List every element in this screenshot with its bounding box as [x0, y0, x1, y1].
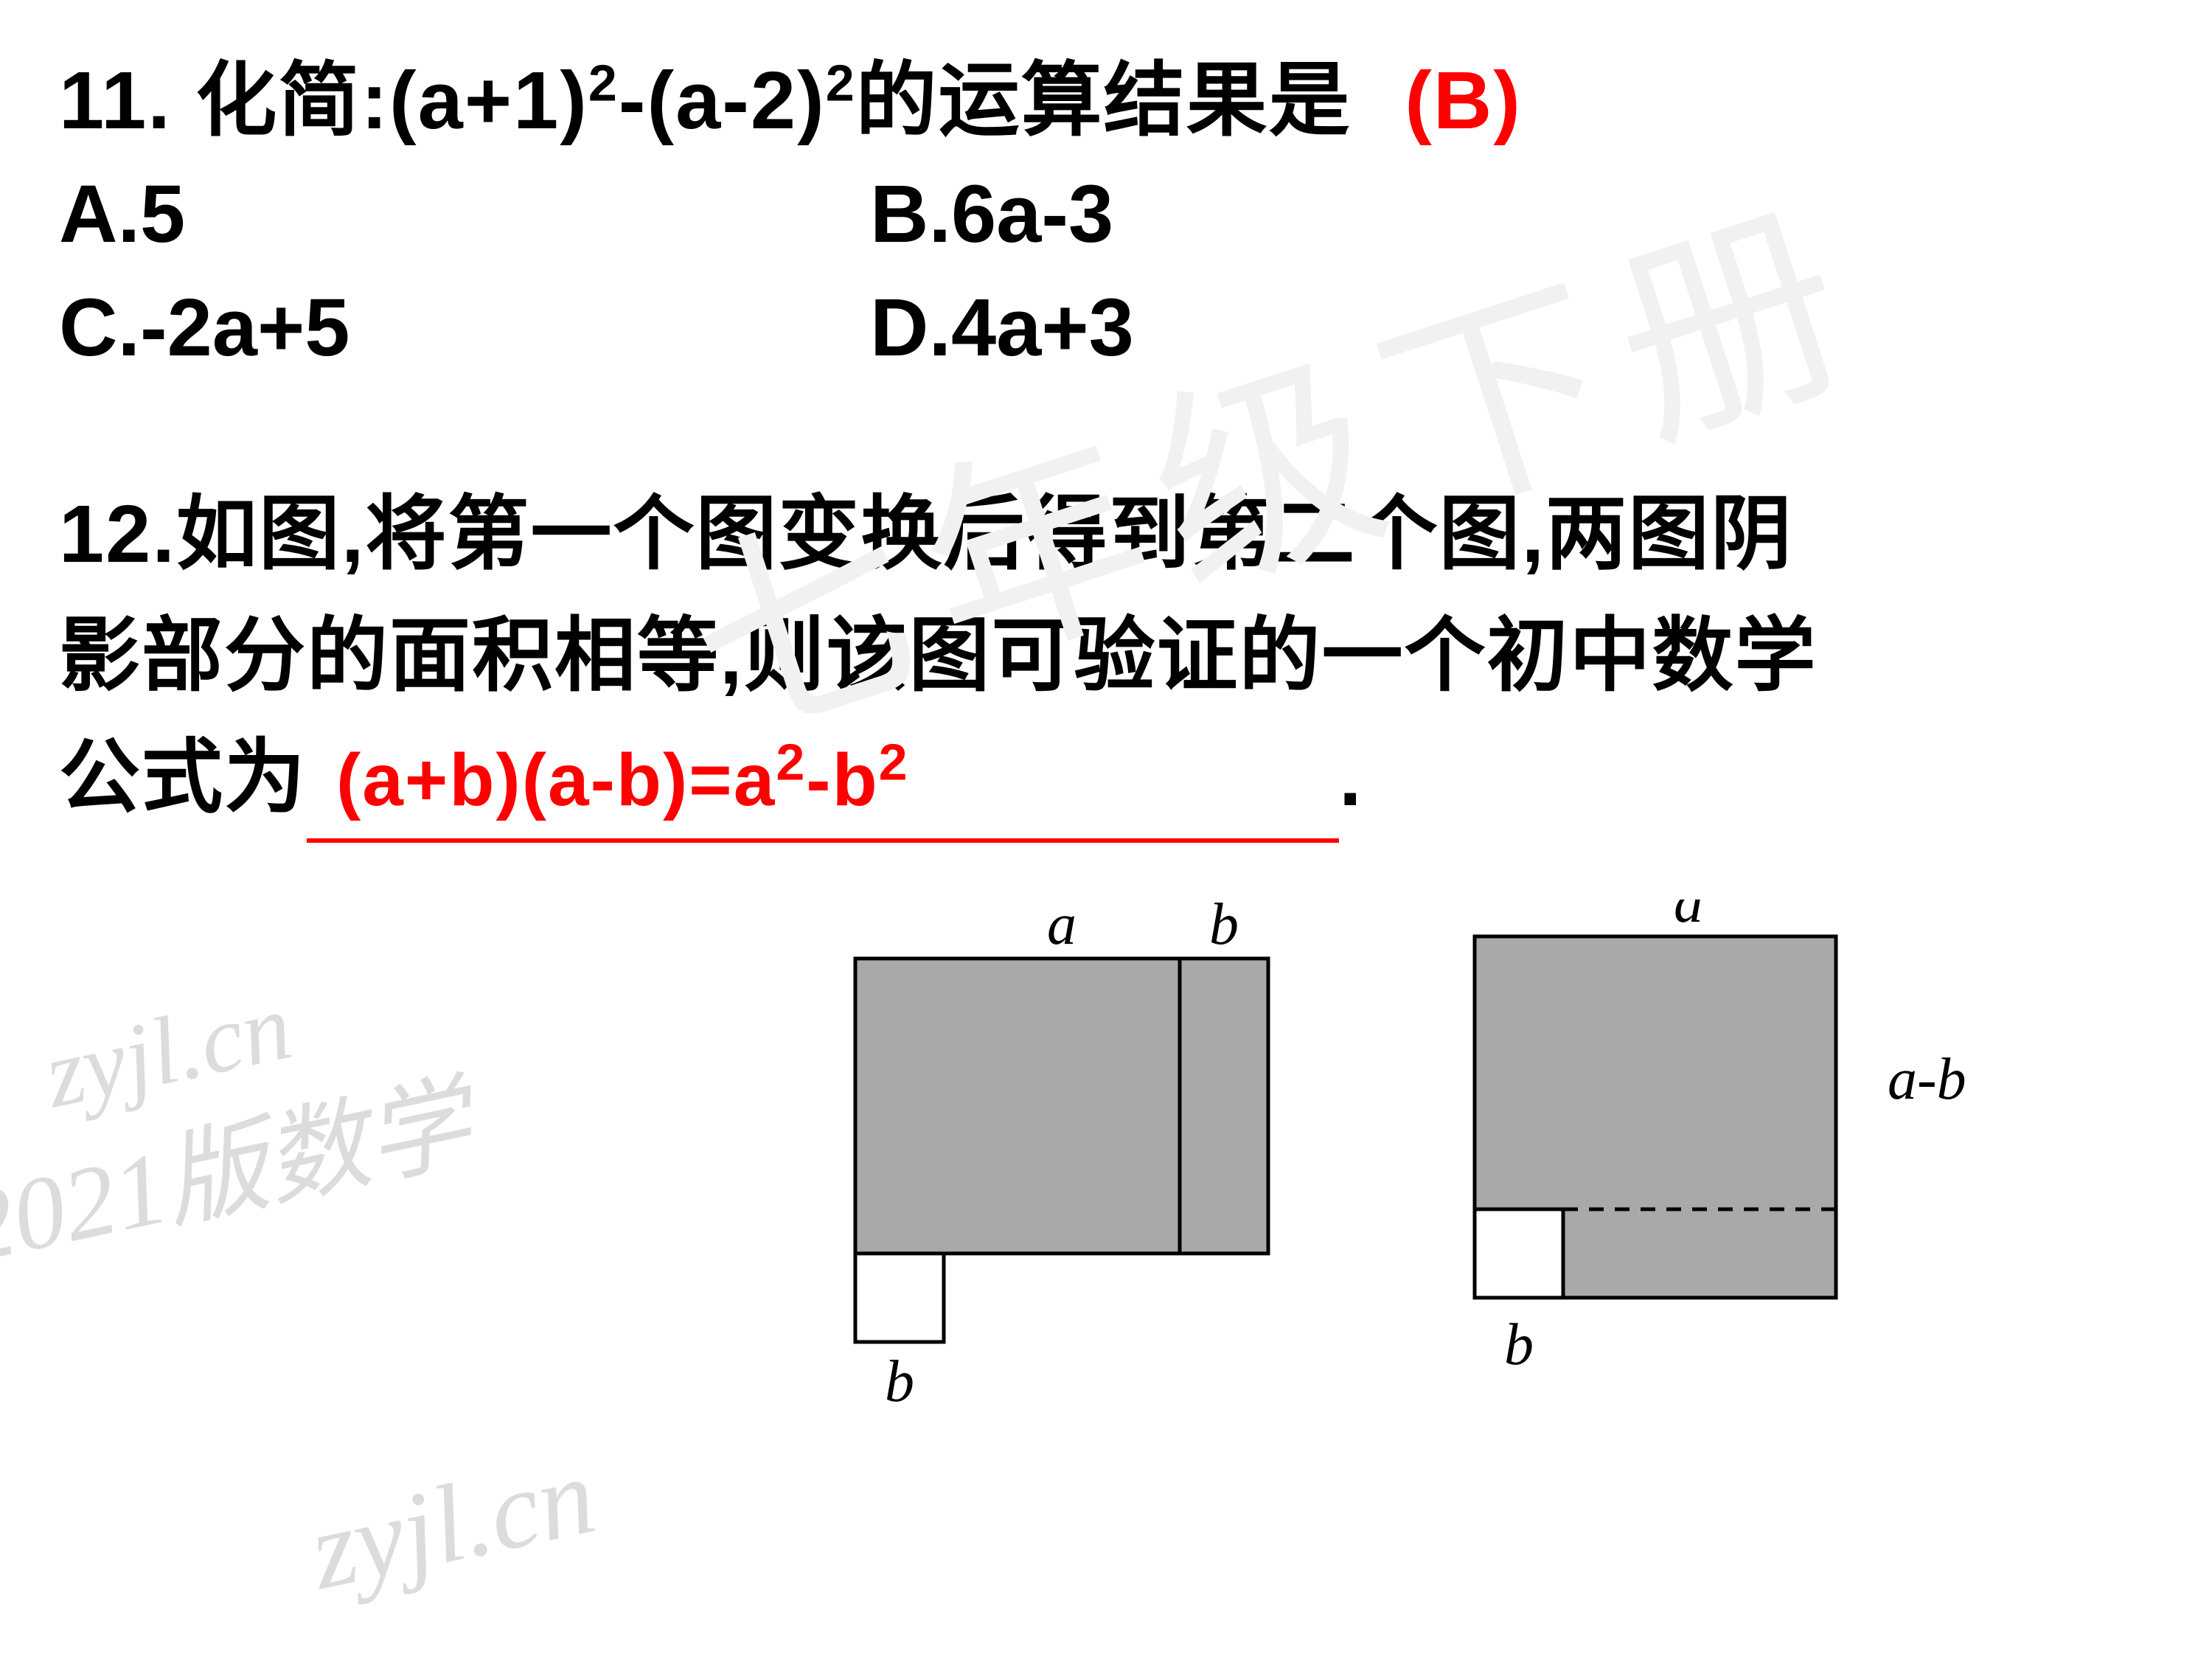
fig2-label-a-top: a — [1674, 900, 1703, 935]
q11-stem-suffix: 的运算结果是 — [856, 55, 1352, 146]
watermark-year: 2021版数学 — [0, 1039, 481, 1292]
q11-stem: 11. 化简:(a+1)2-(a-2)2的运算结果是 (B) — [59, 44, 2153, 158]
figure-2: a a-b b — [1475, 900, 1966, 1377]
fig2-label-b-bottom: b — [1504, 1312, 1534, 1377]
q12-line2: 影部分的面积相等,则该图可验证的一个初中数学 — [59, 595, 2153, 717]
fig1-label-b-bottom: b — [885, 1349, 914, 1414]
option-d: D.4a+3 — [870, 271, 1134, 385]
geometric-figures: a b b a a-b b — [811, 900, 2175, 1489]
fig1-label-a-top: a — [1047, 900, 1077, 957]
q11-options-row1: A.5 B.6a-3 — [59, 158, 2153, 271]
option-b: B.6a-3 — [870, 158, 1113, 271]
blank-p1: (a+b)(a-b)=a — [336, 739, 776, 821]
exponent-2: 2 — [776, 734, 806, 791]
question-12: 12.如图,将第一个图变换后得到第二个图,两图阴 影部分的面积相等,则该图可验证… — [59, 473, 2153, 843]
blank-p2: -b — [806, 739, 878, 821]
option-c: C.-2a+5 — [59, 271, 870, 385]
exponent-2: 2 — [588, 54, 619, 111]
q11-stem-prefix: 化简:(a+1) — [195, 55, 588, 146]
q12-text1: 如图,将第一个图变换后得到第二个图,两图阴 — [176, 489, 1793, 580]
answer-blank: (a+b)(a-b)=a2-b2 — [307, 717, 1339, 843]
figures-svg: a b b a a-b b — [811, 900, 2175, 1489]
q11-options-row2: C.-2a+5 D.4a+3 — [59, 271, 2153, 385]
fig2-cut — [1475, 1209, 1563, 1298]
watermark-zyjl-2: zyjl.cn — [299, 1432, 605, 1615]
question-11: 11. 化简:(a+1)2-(a-2)2的运算结果是 (B) A.5 B.6a-… — [59, 44, 2153, 385]
watermark-zyjl-1: zyjl.cn — [35, 971, 301, 1131]
q12-line1: 12.如图,将第一个图变换后得到第二个图,两图阴 — [59, 473, 2153, 595]
period: . — [1339, 732, 1363, 823]
q11-number: 11. — [59, 55, 172, 146]
q12-number: 12. — [59, 489, 176, 580]
fig1-main-rect — [855, 959, 1268, 1253]
q11-stem-mid: -(a-2) — [619, 55, 826, 146]
fig1-notch — [855, 1253, 944, 1342]
figure-1: a b b — [855, 900, 1268, 1414]
q12-prefix: 公式为 — [59, 732, 307, 823]
fig1-label-b-top: b — [1209, 900, 1239, 957]
fig2-label-amb: a-b — [1888, 1047, 1966, 1112]
page-content: 11. 化简:(a+1)2-(a-2)2的运算结果是 (B) A.5 B.6a-… — [0, 0, 2212, 887]
exponent-2: 2 — [879, 734, 909, 791]
exponent-2: 2 — [826, 54, 856, 111]
blank-answer: (a+b)(a-b)=a2-b2 — [307, 739, 939, 821]
q11-answer: (B) — [1405, 55, 1522, 146]
q12-line3: 公式为(a+b)(a-b)=a2-b2. — [59, 717, 2153, 843]
option-a: A.5 — [59, 158, 870, 271]
